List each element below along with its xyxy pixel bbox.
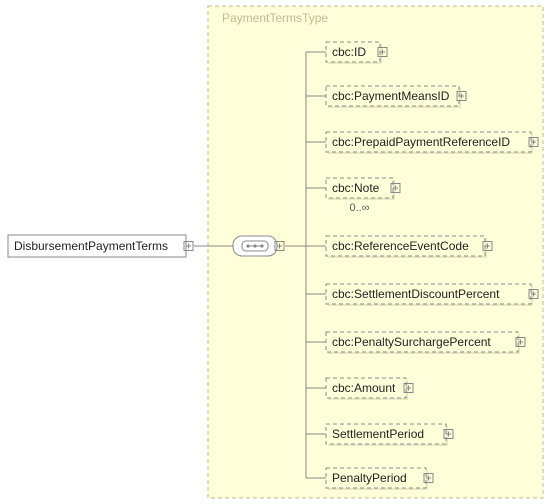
schema-diagram: PaymentTermsType DisbursementPaymentTerms…	[0, 0, 549, 504]
root-label: DisbursementPaymentTerms	[14, 239, 168, 253]
child-label: cbc:PaymentMeansID	[332, 89, 450, 103]
child-label: cbc:Amount	[332, 381, 396, 395]
child-label: cbc:ID	[332, 45, 366, 59]
child-label: cbc:SettlementDiscountPercent	[332, 287, 500, 301]
child-label: cbc:PenaltySurchargePercent	[332, 335, 491, 349]
child-label: cbc:PrepaidPaymentReferenceID	[332, 135, 510, 149]
child-label: cbc:ReferenceEventCode	[332, 239, 469, 253]
child-label: cbc:Note	[332, 181, 380, 195]
cardinality: 0..∞	[349, 202, 369, 214]
type-title: PaymentTermsType	[222, 11, 328, 25]
child-label: SettlementPeriod	[332, 427, 424, 441]
child-label: PenaltyPeriod	[332, 471, 407, 485]
